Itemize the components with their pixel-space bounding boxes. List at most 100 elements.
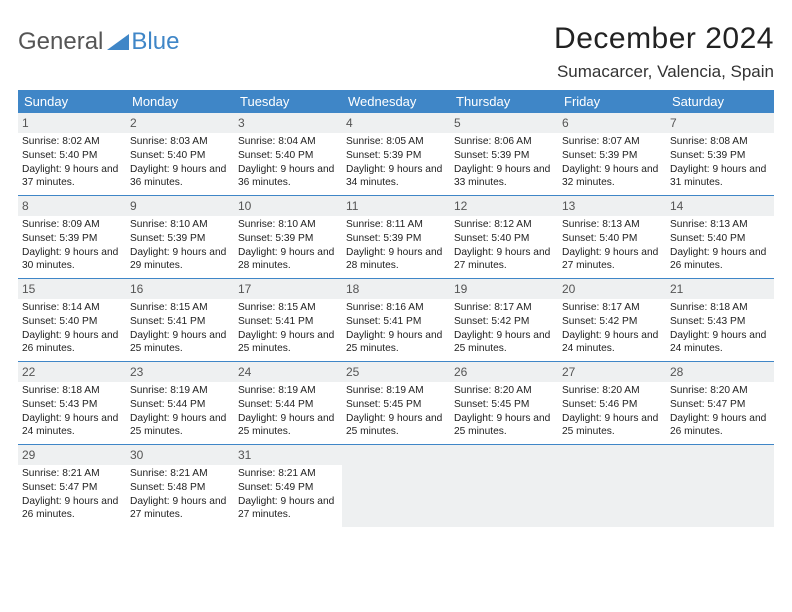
- sunrise-line: Sunrise: 8:05 AM: [346, 135, 446, 149]
- daylight-line: Daylight: 9 hours and 25 minutes.: [238, 412, 338, 440]
- day-cell: 4 Sunrise: 8:05 AMSunset: 5:39 PMDaylight…: [342, 113, 450, 195]
- sunset-line: Sunset: 5:43 PM: [670, 315, 770, 329]
- day-cell: 11Sunrise: 8:11 AMSunset: 5:39 PMDayligh…: [342, 196, 450, 278]
- day-number: 16: [126, 279, 234, 299]
- day-cell: 1Sunrise: 8:02 AMSunset: 5:40 PMDaylight…: [18, 113, 126, 195]
- sunset-line: Sunset: 5:41 PM: [130, 315, 230, 329]
- sunset-line: Sunset: 5:39 PM: [562, 149, 662, 163]
- sunset-line: Sunset: 5:39 PM: [670, 149, 770, 163]
- sunset-line: Sunset: 5:41 PM: [346, 315, 446, 329]
- sunrise-line: Sunrise: 8:08 AM: [670, 135, 770, 149]
- daylight-line: Daylight: 9 hours and 30 minutes.: [22, 246, 122, 274]
- day-cell: 17Sunrise: 8:15 AMSunset: 5:41 PMDayligh…: [234, 279, 342, 361]
- day-of-week-header: Tuesday: [234, 90, 342, 113]
- week-row: 15Sunrise: 8:14 AMSunset: 5:40 PMDayligh…: [18, 279, 774, 362]
- daylight-line: Daylight: 9 hours and 27 minutes.: [130, 495, 230, 523]
- sunrise-line: Sunrise: 8:15 AM: [130, 301, 230, 315]
- day-cell: 19Sunrise: 8:17 AMSunset: 5:42 PMDayligh…: [450, 279, 558, 361]
- daylight-line: Daylight: 9 hours and 28 minutes.: [346, 246, 446, 274]
- daylight-line: Daylight: 9 hours and 25 minutes.: [238, 329, 338, 357]
- day-cell: 5Sunrise: 8:06 AMSunset: 5:39 PMDaylight…: [450, 113, 558, 195]
- sunrise-line: Sunrise: 8:11 AM: [346, 218, 446, 232]
- daylight-line: Daylight: 9 hours and 26 minutes.: [22, 329, 122, 357]
- daylight-line: Daylight: 9 hours and 34 minutes.: [346, 163, 446, 191]
- sunset-line: Sunset: 5:46 PM: [562, 398, 662, 412]
- day-cell: 23 Sunrise: 8:19 AMSunset: 5:44 PMDayligh…: [126, 362, 234, 444]
- location: Sumacarcer, Valencia, Spain: [554, 62, 774, 82]
- sunset-line: Sunset: 5:48 PM: [130, 481, 230, 495]
- sunrise-line: Sunrise: 8:10 AM: [130, 218, 230, 232]
- day-number: 6: [558, 113, 666, 133]
- day-cell: 9Sunrise: 8:10 AMSunset: 5:39 PMDaylight…: [126, 196, 234, 278]
- day-number: 14: [666, 196, 774, 216]
- week-row: 8Sunrise: 8:09 AMSunset: 5:39 PMDaylight…: [18, 196, 774, 279]
- daylight-line: Daylight: 9 hours and 33 minutes.: [454, 163, 554, 191]
- sunrise-line: Sunrise: 8:17 AM: [454, 301, 554, 315]
- day-of-week-header-row: SundayMondayTuesdayWednesdayThursdayFrid…: [18, 90, 774, 113]
- sunset-line: Sunset: 5:45 PM: [346, 398, 446, 412]
- logo-word-blue: Blue: [131, 28, 179, 56]
- sunrise-line: Sunrise: 8:13 AM: [670, 218, 770, 232]
- day-number: 26: [450, 362, 558, 382]
- daylight-line: Daylight: 9 hours and 26 minutes.: [670, 412, 770, 440]
- daylight-line: Daylight: 9 hours and 24 minutes.: [22, 412, 122, 440]
- sunset-line: Sunset: 5:39 PM: [346, 149, 446, 163]
- daylight-line: Daylight: 9 hours and 37 minutes.: [22, 163, 122, 191]
- calendar-body: 1Sunrise: 8:02 AMSunset: 5:40 PMDaylight…: [18, 113, 774, 527]
- sunrise-line: Sunrise: 8:18 AM: [670, 301, 770, 315]
- sunrise-line: Sunrise: 8:19 AM: [238, 384, 338, 398]
- day-cell: 2Sunrise: 8:03 AMSunset: 5:40 PMDaylight…: [126, 113, 234, 195]
- daylight-line: Daylight: 9 hours and 27 minutes.: [238, 495, 338, 523]
- daylight-line: Daylight: 9 hours and 27 minutes.: [562, 246, 662, 274]
- sunrise-line: Sunrise: 8:14 AM: [22, 301, 122, 315]
- sunrise-line: Sunrise: 8:18 AM: [22, 384, 122, 398]
- sunrise-line: Sunrise: 8:03 AM: [130, 135, 230, 149]
- sunset-line: Sunset: 5:39 PM: [22, 232, 122, 246]
- day-number: 17: [234, 279, 342, 299]
- day-number: 11: [342, 196, 450, 216]
- sunset-line: Sunset: 5:42 PM: [562, 315, 662, 329]
- daylight-line: Daylight: 9 hours and 25 minutes.: [346, 412, 446, 440]
- day-cell: 18Sunrise: 8:16 AMSunset: 5:41 PMDayligh…: [342, 279, 450, 361]
- calendar: SundayMondayTuesdayWednesdayThursdayFrid…: [18, 90, 774, 527]
- day-number: 13: [558, 196, 666, 216]
- week-row: 29Sunrise: 8:21 AMSunset: 5:47 PMDayligh…: [18, 445, 774, 527]
- empty-day-cell: [558, 445, 666, 527]
- day-cell: 16Sunrise: 8:15 AMSunset: 5:41 PMDayligh…: [126, 279, 234, 361]
- sunrise-line: Sunrise: 8:20 AM: [454, 384, 554, 398]
- sunset-line: Sunset: 5:40 PM: [238, 149, 338, 163]
- day-of-week-header: Friday: [558, 90, 666, 113]
- daylight-line: Daylight: 9 hours and 31 minutes.: [670, 163, 770, 191]
- day-number: 23: [126, 362, 234, 382]
- day-number: 15: [18, 279, 126, 299]
- logo: General Blue: [18, 22, 179, 56]
- sunrise-line: Sunrise: 8:07 AM: [562, 135, 662, 149]
- sunrise-line: Sunrise: 8:04 AM: [238, 135, 338, 149]
- daylight-line: Daylight: 9 hours and 25 minutes.: [562, 412, 662, 440]
- day-of-week-header: Thursday: [450, 90, 558, 113]
- daylight-line: Daylight: 9 hours and 25 minutes.: [130, 412, 230, 440]
- day-cell: 10Sunrise: 8:10 AMSunset: 5:39 PMDayligh…: [234, 196, 342, 278]
- header: General Blue December 2024 Sumacarcer, V…: [18, 22, 774, 82]
- sunset-line: Sunset: 5:47 PM: [22, 481, 122, 495]
- month-title: December 2024: [554, 22, 774, 56]
- sunrise-line: Sunrise: 8:15 AM: [238, 301, 338, 315]
- day-cell: 25Sunrise: 8:19 AMSunset: 5:45 PMDayligh…: [342, 362, 450, 444]
- day-number: 9: [126, 196, 234, 216]
- day-number: 28: [666, 362, 774, 382]
- day-number: 4: [342, 113, 450, 133]
- day-of-week-header: Wednesday: [342, 90, 450, 113]
- sunrise-line: Sunrise: 8:16 AM: [346, 301, 446, 315]
- day-cell: 27Sunrise: 8:20 AMSunset: 5:46 PMDayligh…: [558, 362, 666, 444]
- sunset-line: Sunset: 5:44 PM: [238, 398, 338, 412]
- day-cell: 3Sunrise: 8:04 AMSunset: 5:40 PMDaylight…: [234, 113, 342, 195]
- logo-word-general: General: [18, 28, 103, 56]
- daylight-line: Daylight: 9 hours and 25 minutes.: [454, 329, 554, 357]
- sunset-line: Sunset: 5:44 PM: [130, 398, 230, 412]
- day-number: 20: [558, 279, 666, 299]
- day-cell: 31Sunrise: 8:21 AMSunset: 5:49 PMDayligh…: [234, 445, 342, 527]
- logo-triangle-icon: [107, 34, 129, 50]
- day-cell: 22Sunrise: 8:18 AMSunset: 5:43 PMDayligh…: [18, 362, 126, 444]
- day-number: 12: [450, 196, 558, 216]
- sunrise-line: Sunrise: 8:19 AM: [130, 384, 230, 398]
